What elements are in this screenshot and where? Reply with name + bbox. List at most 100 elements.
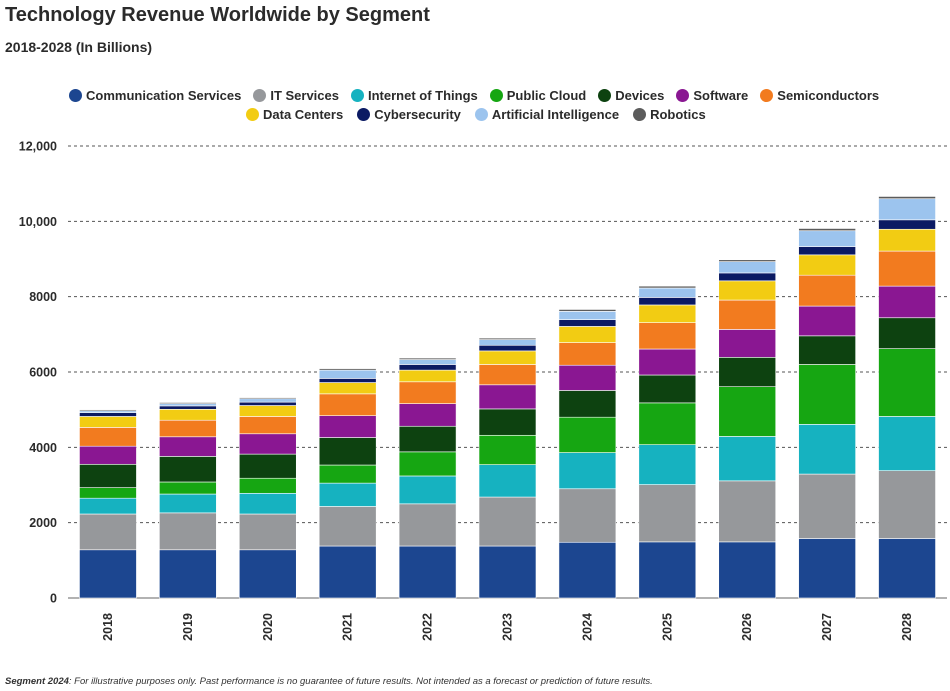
bar-segment-public-cloud[interactable] (558, 416, 617, 453)
bar-segment-internet-of-things[interactable] (159, 493, 217, 514)
bar-segment-artificial-intelligence[interactable] (878, 198, 936, 221)
bar-segment-cybersecurity[interactable] (558, 319, 617, 327)
bar-segment-internet-of-things[interactable] (318, 482, 377, 507)
bar-segment-public-cloud[interactable] (878, 348, 936, 417)
legend-item-internet-of-things[interactable]: Internet of Things (350, 88, 478, 103)
bar-segment-public-cloud[interactable] (238, 477, 297, 494)
bar-segment-it-services[interactable] (159, 512, 217, 551)
bar-segment-public-cloud[interactable] (798, 364, 856, 425)
bar-segment-semiconductors[interactable] (478, 364, 537, 386)
legend-item-artificial-intelligence[interactable]: Artificial Intelligence (474, 107, 619, 122)
bar-segment-robotics[interactable] (718, 259, 777, 262)
bar-segment-data-centers[interactable] (798, 254, 856, 276)
bar-segment-internet-of-things[interactable] (478, 464, 537, 498)
bar-segment-devices[interactable] (478, 408, 537, 436)
legend-item-it-services[interactable]: IT Services (253, 88, 339, 103)
bar-segment-semiconductors[interactable] (398, 381, 457, 404)
bar-segment-software[interactable] (718, 329, 777, 358)
bar-segment-internet-of-things[interactable] (79, 497, 137, 515)
bar-segment-communication-services[interactable] (238, 549, 297, 599)
bar-segment-it-services[interactable] (398, 503, 457, 547)
bar-segment-robotics[interactable] (478, 337, 537, 340)
bar-segment-software[interactable] (79, 445, 137, 465)
bar-segment-devices[interactable] (718, 357, 777, 387)
bar-segment-data-centers[interactable] (878, 228, 936, 252)
bar-segment-software[interactable] (798, 305, 856, 337)
bar-segment-communication-services[interactable] (638, 541, 697, 599)
bar-segment-internet-of-things[interactable] (558, 452, 617, 490)
bar-segment-devices[interactable] (638, 374, 697, 404)
bar-segment-it-services[interactable] (718, 480, 777, 543)
bar-segment-semiconductors[interactable] (878, 250, 936, 287)
bar-segment-it-services[interactable] (878, 470, 936, 539)
bar-segment-data-centers[interactable] (79, 416, 137, 428)
legend-item-robotics[interactable]: Robotics (633, 107, 706, 122)
bar-segment-artificial-intelligence[interactable] (638, 287, 697, 298)
bar-segment-robotics[interactable] (398, 357, 457, 360)
bar-segment-semiconductors[interactable] (638, 322, 697, 350)
bar-segment-it-services[interactable] (558, 488, 617, 543)
bar-segment-public-cloud[interactable] (718, 386, 777, 437)
bar-segment-data-centers[interactable] (398, 369, 457, 383)
bar-segment-semiconductors[interactable] (798, 274, 856, 307)
bar-segment-data-centers[interactable] (638, 304, 697, 323)
legend-item-communication-services[interactable]: Communication Services (69, 88, 241, 103)
bar-segment-cybersecurity[interactable] (398, 364, 457, 371)
legend-item-software[interactable]: Software (676, 88, 748, 103)
bar-segment-cybersecurity[interactable] (318, 378, 377, 383)
bar-segment-it-services[interactable] (798, 473, 856, 539)
bar-segment-cybersecurity[interactable] (79, 412, 137, 417)
bar-segment-robotics[interactable] (798, 228, 856, 232)
bar-segment-data-centers[interactable] (478, 350, 537, 365)
bar-segment-communication-services[interactable] (478, 545, 537, 599)
bar-segment-robotics[interactable] (318, 368, 377, 371)
legend-item-semiconductors[interactable]: Semiconductors (760, 88, 879, 103)
bar-segment-cybersecurity[interactable] (478, 344, 537, 352)
bar-segment-communication-services[interactable] (798, 538, 856, 599)
bar-segment-public-cloud[interactable] (398, 451, 457, 477)
bar-segment-artificial-intelligence[interactable] (238, 398, 297, 403)
bar-segment-communication-services[interactable] (878, 538, 936, 599)
bar-segment-devices[interactable] (238, 453, 297, 479)
bar-segment-devices[interactable] (79, 463, 137, 488)
bar-segment-robotics[interactable] (159, 402, 217, 404)
bar-segment-software[interactable] (638, 348, 697, 376)
bar-segment-devices[interactable] (878, 317, 936, 349)
bar-segment-semiconductors[interactable] (558, 342, 617, 366)
bar-segment-data-centers[interactable] (318, 382, 377, 395)
bar-segment-semiconductors[interactable] (318, 393, 377, 416)
bar-segment-internet-of-things[interactable] (238, 492, 297, 515)
bar-segment-software[interactable] (318, 415, 377, 438)
bar-segment-devices[interactable] (798, 335, 856, 365)
bar-segment-internet-of-things[interactable] (798, 424, 856, 475)
bar-segment-robotics[interactable] (638, 285, 697, 289)
bar-segment-artificial-intelligence[interactable] (318, 369, 377, 379)
bar-segment-artificial-intelligence[interactable] (159, 403, 217, 407)
bar-segment-robotics[interactable] (79, 409, 137, 412)
bar-segment-devices[interactable] (318, 437, 377, 466)
bar-segment-it-services[interactable] (238, 513, 297, 551)
bar-segment-semiconductors[interactable] (159, 419, 217, 438)
bar-segment-cybersecurity[interactable] (238, 401, 297, 406)
bar-segment-public-cloud[interactable] (159, 481, 217, 495)
bar-segment-cybersecurity[interactable] (638, 297, 697, 306)
bar-segment-data-centers[interactable] (238, 405, 297, 417)
bar-segment-semiconductors[interactable] (79, 427, 137, 447)
bar-segment-devices[interactable] (398, 425, 457, 453)
bar-segment-internet-of-things[interactable] (638, 444, 697, 485)
bar-segment-public-cloud[interactable] (318, 464, 377, 484)
bar-segment-cybersecurity[interactable] (718, 272, 777, 282)
legend-item-devices[interactable]: Devices (598, 88, 664, 103)
bar-segment-software[interactable] (398, 403, 457, 427)
bar-segment-data-centers[interactable] (159, 408, 217, 421)
bar-segment-artificial-intelligence[interactable] (478, 339, 537, 346)
bar-segment-internet-of-things[interactable] (718, 436, 777, 482)
bar-segment-data-centers[interactable] (558, 326, 617, 343)
bar-segment-robotics[interactable] (878, 196, 936, 200)
bar-segment-it-services[interactable] (318, 506, 377, 547)
bar-segment-communication-services[interactable] (79, 549, 137, 599)
bar-segment-internet-of-things[interactable] (398, 475, 457, 505)
bar-segment-communication-services[interactable] (318, 545, 377, 599)
bar-segment-communication-services[interactable] (558, 541, 617, 599)
bar-segment-software[interactable] (558, 364, 617, 391)
